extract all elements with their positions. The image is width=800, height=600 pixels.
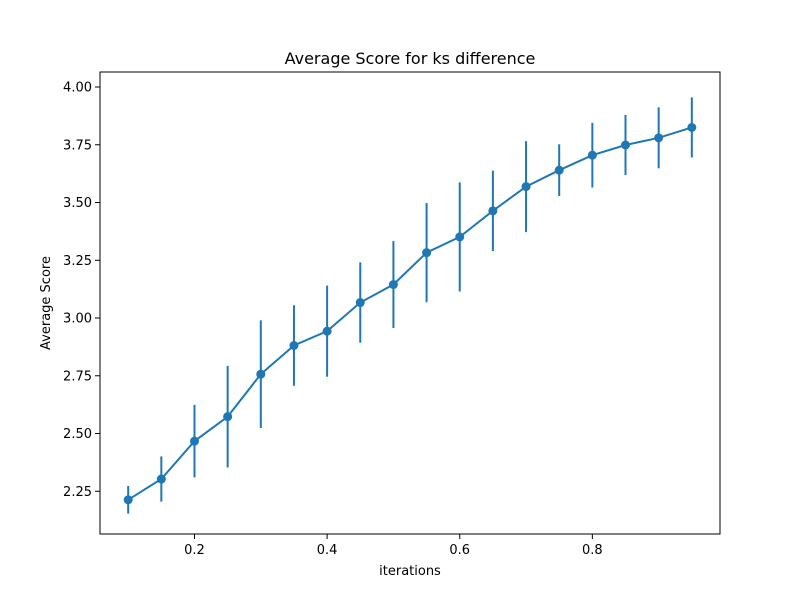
y-tick-label: 3.25 (63, 254, 92, 269)
data-point (554, 165, 564, 175)
axes-frame (99, 71, 721, 535)
data-point (223, 412, 233, 422)
data-point (156, 474, 166, 484)
data-point (654, 133, 664, 143)
plot-area (123, 97, 697, 514)
data-point (189, 436, 199, 446)
y-tick-label: 2.25 (63, 485, 92, 500)
x-axis-label: iterations (379, 564, 441, 579)
data-point (322, 326, 332, 336)
series-line (127, 126, 693, 501)
data-point (687, 122, 697, 132)
x-tick-label: 0.4 (317, 543, 338, 558)
data-point (388, 280, 398, 290)
data-point (256, 369, 266, 379)
data-point (123, 495, 133, 505)
chart-title: Average Score for ks difference (285, 49, 536, 68)
data-point (587, 150, 597, 160)
x-axis-ticks: 0.2 0.4 0.6 0.8 (184, 534, 603, 558)
x-tick-label: 0.6 (449, 543, 470, 558)
y-tick-label: 3.00 (63, 312, 92, 327)
data-point (521, 182, 531, 192)
y-axis-label: Average Score (39, 256, 54, 350)
data-point (488, 206, 498, 216)
y-tick-label: 3.75 (63, 138, 92, 153)
y-tick-label: 2.50 (63, 427, 92, 442)
x-tick-label: 0.2 (184, 543, 205, 558)
data-point (355, 298, 365, 308)
data-point (289, 341, 299, 351)
y-axis-ticks: 2.25 2.50 2.75 3.00 3.25 3.50 3.75 4.00 (63, 81, 100, 500)
data-point (455, 232, 465, 242)
y-tick-label: 3.50 (63, 196, 92, 211)
y-tick-label: 2.75 (63, 369, 92, 384)
data-point (621, 140, 631, 150)
data-point (422, 248, 432, 258)
x-tick-label: 0.8 (582, 543, 603, 558)
y-tick-label: 4.00 (63, 81, 92, 96)
